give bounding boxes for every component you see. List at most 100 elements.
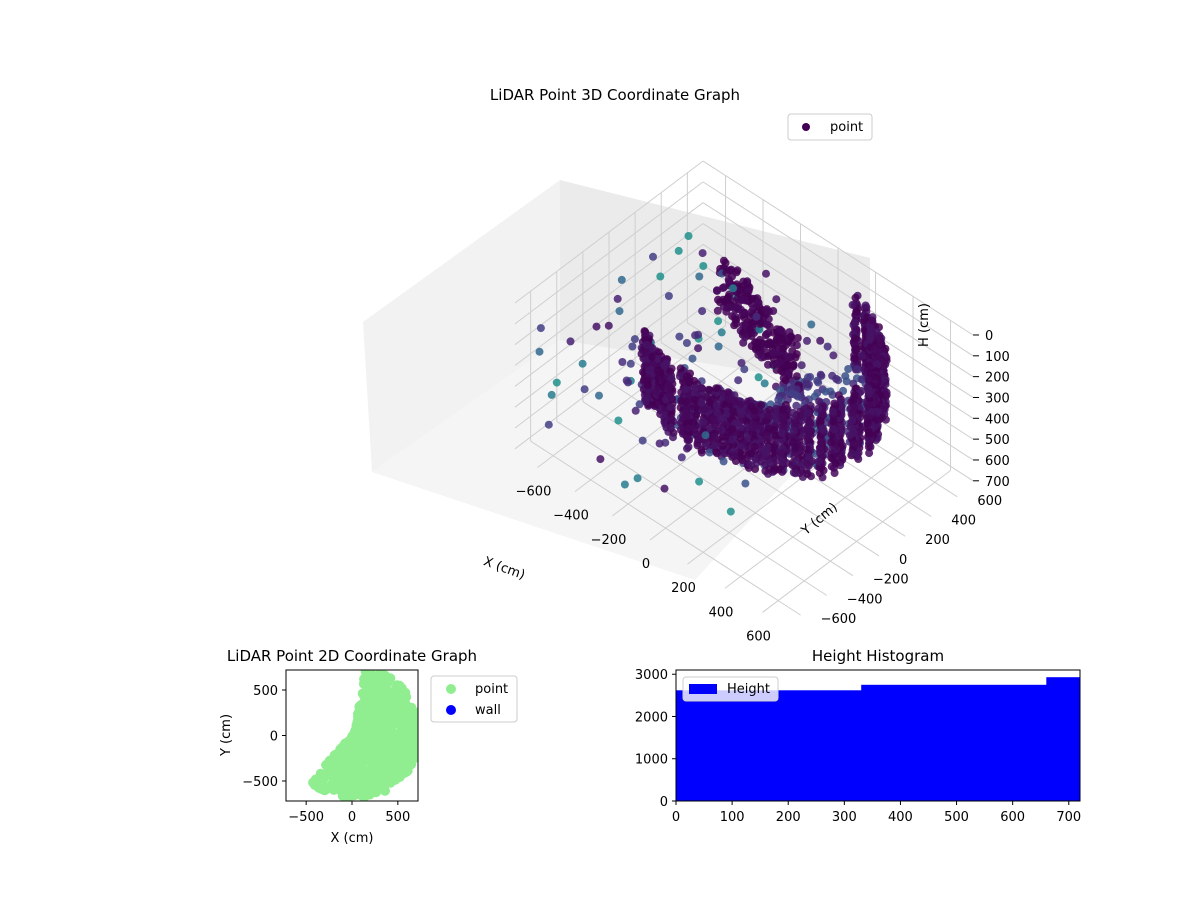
data-point-3d bbox=[757, 353, 766, 362]
data-point-3d bbox=[830, 469, 839, 477]
data-point-2d bbox=[378, 670, 388, 681]
data-point-3d bbox=[736, 434, 745, 443]
data-point-3d bbox=[721, 297, 729, 306]
data-point-3d bbox=[701, 431, 710, 440]
data-point-3d bbox=[844, 365, 853, 373]
data-point-3d bbox=[730, 396, 739, 405]
data-point-3d bbox=[697, 398, 706, 407]
grid-line-back-z bbox=[702, 202, 974, 378]
data-point-3d bbox=[676, 425, 685, 434]
chart-3d-title: LiDAR Point 3D Coordinate Graph bbox=[490, 86, 740, 104]
data-point-3d bbox=[704, 385, 713, 394]
x-axis-label-2d: X (cm) bbox=[331, 831, 374, 846]
data-point-3d bbox=[764, 360, 772, 369]
chart-3d: LiDAR Point 3D Coordinate Graph −600 −400… bbox=[363, 86, 1010, 644]
data-point-2d bbox=[387, 745, 398, 756]
data-point-3d bbox=[726, 507, 735, 516]
data-point-3d bbox=[803, 408, 812, 417]
data-point-3d bbox=[784, 369, 793, 378]
data-point-2d bbox=[327, 771, 338, 782]
z-tick-label-3d: 0 bbox=[985, 329, 993, 344]
data-point-3d bbox=[829, 351, 838, 360]
data-point-3d bbox=[769, 349, 778, 357]
x-tick-label-hist: 0 bbox=[672, 810, 680, 825]
data-point-3d bbox=[771, 410, 780, 419]
data-point-3d bbox=[724, 388, 733, 397]
data-point-3d bbox=[699, 417, 708, 426]
data-point-3d bbox=[750, 442, 759, 451]
data-point-3d bbox=[742, 417, 751, 426]
data-point-3d bbox=[690, 389, 699, 398]
data-point-3d bbox=[695, 272, 704, 281]
x-tick-label-3d: −600 bbox=[516, 485, 552, 500]
legend-3d: point bbox=[787, 113, 873, 141]
data-point-3d bbox=[741, 296, 750, 305]
data-point-2d bbox=[361, 723, 371, 733]
data-point-3d bbox=[816, 417, 825, 426]
data-point-2d bbox=[396, 683, 407, 694]
y-tick-label-hist: 3000 bbox=[635, 668, 668, 683]
data-point-2d bbox=[385, 760, 396, 771]
y-tick-label-hist: 0 bbox=[660, 795, 668, 810]
height-histogram: Height Histogram 0 100 200 300 400 500 600 7000… bbox=[635, 647, 1081, 825]
data-point-3d bbox=[684, 443, 693, 451]
data-point-3d bbox=[690, 396, 699, 404]
data-point-3d bbox=[656, 272, 665, 281]
data-point-3d bbox=[725, 277, 734, 286]
data-point-3d bbox=[617, 275, 626, 284]
data-point-3d bbox=[797, 361, 806, 370]
data-point-3d bbox=[864, 427, 873, 436]
data-point-3d bbox=[682, 339, 691, 347]
data-point-3d bbox=[818, 410, 827, 419]
x-tick-label-3d: 0 bbox=[642, 557, 650, 572]
data-point-3d bbox=[635, 400, 644, 409]
data-point-2d bbox=[313, 773, 324, 784]
data-point-3d bbox=[842, 377, 851, 386]
data-point-3d bbox=[850, 403, 859, 412]
data-point-3d bbox=[688, 354, 697, 363]
legend-3d-label-point: point bbox=[830, 120, 863, 135]
data-point-3d bbox=[739, 308, 748, 317]
data-point-3d bbox=[845, 431, 854, 440]
data-point-2d bbox=[357, 739, 368, 750]
data-point-3d bbox=[755, 406, 764, 415]
data-point-3d bbox=[667, 414, 676, 423]
chart-2d: LiDAR Point 2D Coordinate Graph −500 0 500… bbox=[219, 647, 518, 846]
data-point-3d bbox=[695, 477, 704, 486]
data-point-3d bbox=[802, 380, 811, 389]
data-point-2d bbox=[380, 709, 391, 720]
data-point-3d bbox=[848, 300, 857, 309]
data-point-2d bbox=[385, 729, 396, 739]
data-point-3d bbox=[729, 284, 737, 293]
data-point-3d bbox=[578, 359, 587, 368]
data-point-3d bbox=[714, 317, 723, 326]
data-point-3d bbox=[665, 382, 674, 391]
data-point-3d bbox=[734, 376, 743, 385]
data-point-3d bbox=[729, 407, 737, 416]
data-point-3d bbox=[741, 479, 750, 488]
z-tick-label-3d: 300 bbox=[985, 392, 1010, 407]
data-point-2d bbox=[402, 759, 413, 770]
data-point-3d bbox=[739, 338, 748, 347]
data-point-3d bbox=[692, 410, 701, 419]
z-tick-label-3d: 200 bbox=[985, 371, 1010, 386]
data-point-3d bbox=[648, 352, 657, 361]
data-point-3d bbox=[748, 423, 757, 432]
x-tick-label-hist: 600 bbox=[1000, 810, 1025, 825]
data-point-3d bbox=[618, 358, 627, 366]
data-point-3d bbox=[709, 415, 718, 424]
data-point-3d bbox=[713, 306, 722, 315]
points-3d bbox=[535, 232, 891, 516]
data-point-3d bbox=[813, 376, 822, 385]
data-point-3d bbox=[823, 342, 832, 351]
grid-line-back-z bbox=[702, 243, 974, 419]
data-point-3d bbox=[728, 424, 737, 433]
data-point-3d bbox=[778, 458, 787, 467]
data-point-3d bbox=[815, 397, 824, 406]
data-point-3d bbox=[732, 268, 741, 277]
data-point-3d bbox=[745, 325, 754, 334]
y-tick-label-3d: −400 bbox=[847, 592, 883, 607]
data-point-3d bbox=[851, 334, 859, 343]
data-point-3d bbox=[827, 438, 836, 447]
